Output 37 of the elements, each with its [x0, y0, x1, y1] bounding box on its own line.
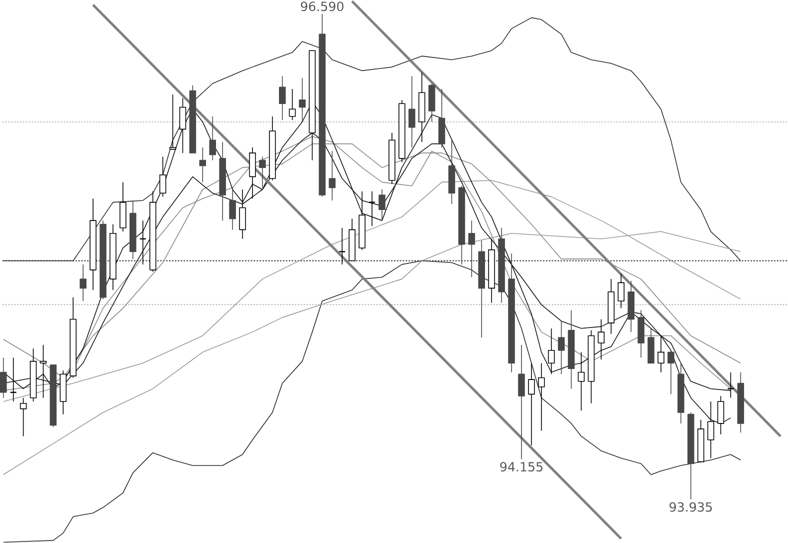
- candlestick: [727, 372, 734, 398]
- candlestick: [0, 357, 7, 398]
- candlestick: [558, 320, 565, 375]
- candlestick: [598, 319, 605, 360]
- annotation: 94.155: [500, 462, 542, 472]
- candlestick: [288, 88, 296, 121]
- candlestick: [528, 362, 535, 446]
- candlestick: [548, 328, 555, 375]
- candlestick: [518, 344, 525, 460]
- candlestick: [578, 352, 585, 412]
- candlestick: [707, 401, 714, 459]
- candlestick: [159, 156, 166, 198]
- candlestick: [239, 189, 246, 240]
- annotation: 96.590: [300, 2, 344, 12]
- candlestick: [618, 273, 624, 309]
- candlestick: [717, 396, 724, 435]
- candlestick: [408, 76, 416, 148]
- candlestick: [229, 187, 236, 230]
- candlestick: [368, 191, 376, 227]
- candlestick: [668, 350, 674, 395]
- candlestick: [249, 147, 256, 200]
- annotation: 93.935: [670, 502, 712, 512]
- candlestick: [658, 335, 664, 373]
- candlestick: [169, 94, 176, 150]
- candlestick: [40, 344, 47, 398]
- candlestick: [259, 156, 266, 188]
- candlestick: [179, 98, 186, 154]
- candlestick: [80, 264, 86, 302]
- candlestick: [199, 147, 206, 183]
- candlestick: [328, 150, 336, 202]
- candlestick: [468, 220, 476, 278]
- candlestick: [378, 189, 386, 222]
- candlestick: [298, 78, 306, 122]
- candlestick: [209, 116, 216, 161]
- candlestick: [278, 76, 286, 121]
- candlestick: [538, 362, 545, 432]
- candlestick: [20, 398, 27, 437]
